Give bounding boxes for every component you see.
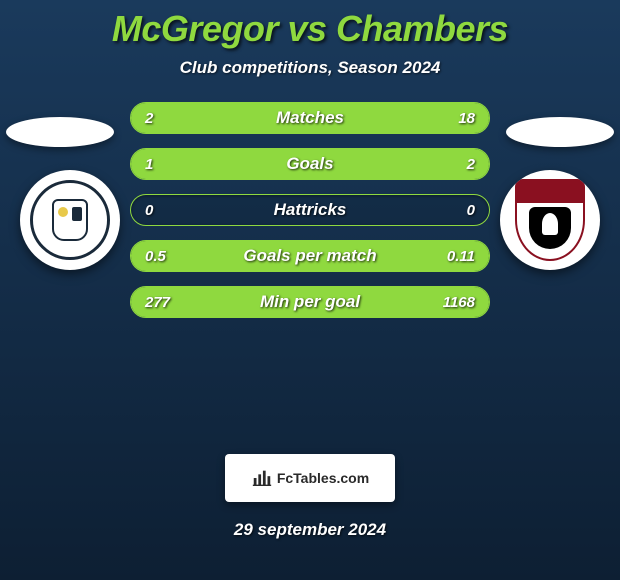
stat-value-right: 0.11 [447, 248, 475, 265]
right-club-badge [500, 170, 600, 270]
stat-bars: 2 18 Matches 1 2 Goals 0 0 Hattricks 0.5 0.11 Goals… [130, 102, 490, 332]
stat-value-left: 1 [145, 156, 153, 173]
page-title: McGregor vs Chambers [0, 0, 620, 50]
stat-value-left: 277 [145, 294, 170, 311]
stat-bar: 277 1168 Min per goal [130, 286, 490, 318]
stat-value-right: 18 [458, 110, 475, 127]
stat-value-right: 0 [467, 202, 475, 219]
attribution-text: FcTables.com [277, 470, 369, 486]
stat-value-right: 1168 [443, 294, 475, 311]
stat-value-left: 0.5 [145, 248, 166, 265]
stat-label: Min per goal [260, 292, 360, 312]
stat-value-left: 0 [145, 202, 153, 219]
left-club-badge [20, 170, 120, 270]
stat-label: Matches [276, 108, 344, 128]
attribution-badge: FcTables.com [225, 454, 395, 502]
athlone-crest-icon [30, 180, 110, 260]
stat-label: Goals per match [243, 246, 376, 266]
stat-bar: 1 2 Goals [130, 148, 490, 180]
left-player-disc [6, 117, 114, 147]
stat-value-right: 2 [467, 156, 475, 173]
stat-bar: 0 0 Hattricks [130, 194, 490, 226]
stat-bar: 2 18 Matches [130, 102, 490, 134]
stat-value-left: 2 [145, 110, 153, 127]
date-text: 29 september 2024 [0, 520, 620, 540]
subtitle: Club competitions, Season 2024 [0, 58, 620, 78]
chart-icon [251, 467, 273, 489]
right-player-disc [506, 117, 614, 147]
stat-label: Hattricks [274, 200, 347, 220]
stat-label: Goals [286, 154, 333, 174]
stat-bar: 0.5 0.11 Goals per match [130, 240, 490, 272]
comparison-container: 2 18 Matches 1 2 Goals 0 0 Hattricks 0.5 0.11 Goals… [0, 102, 620, 442]
longford-crest-icon [515, 179, 585, 261]
